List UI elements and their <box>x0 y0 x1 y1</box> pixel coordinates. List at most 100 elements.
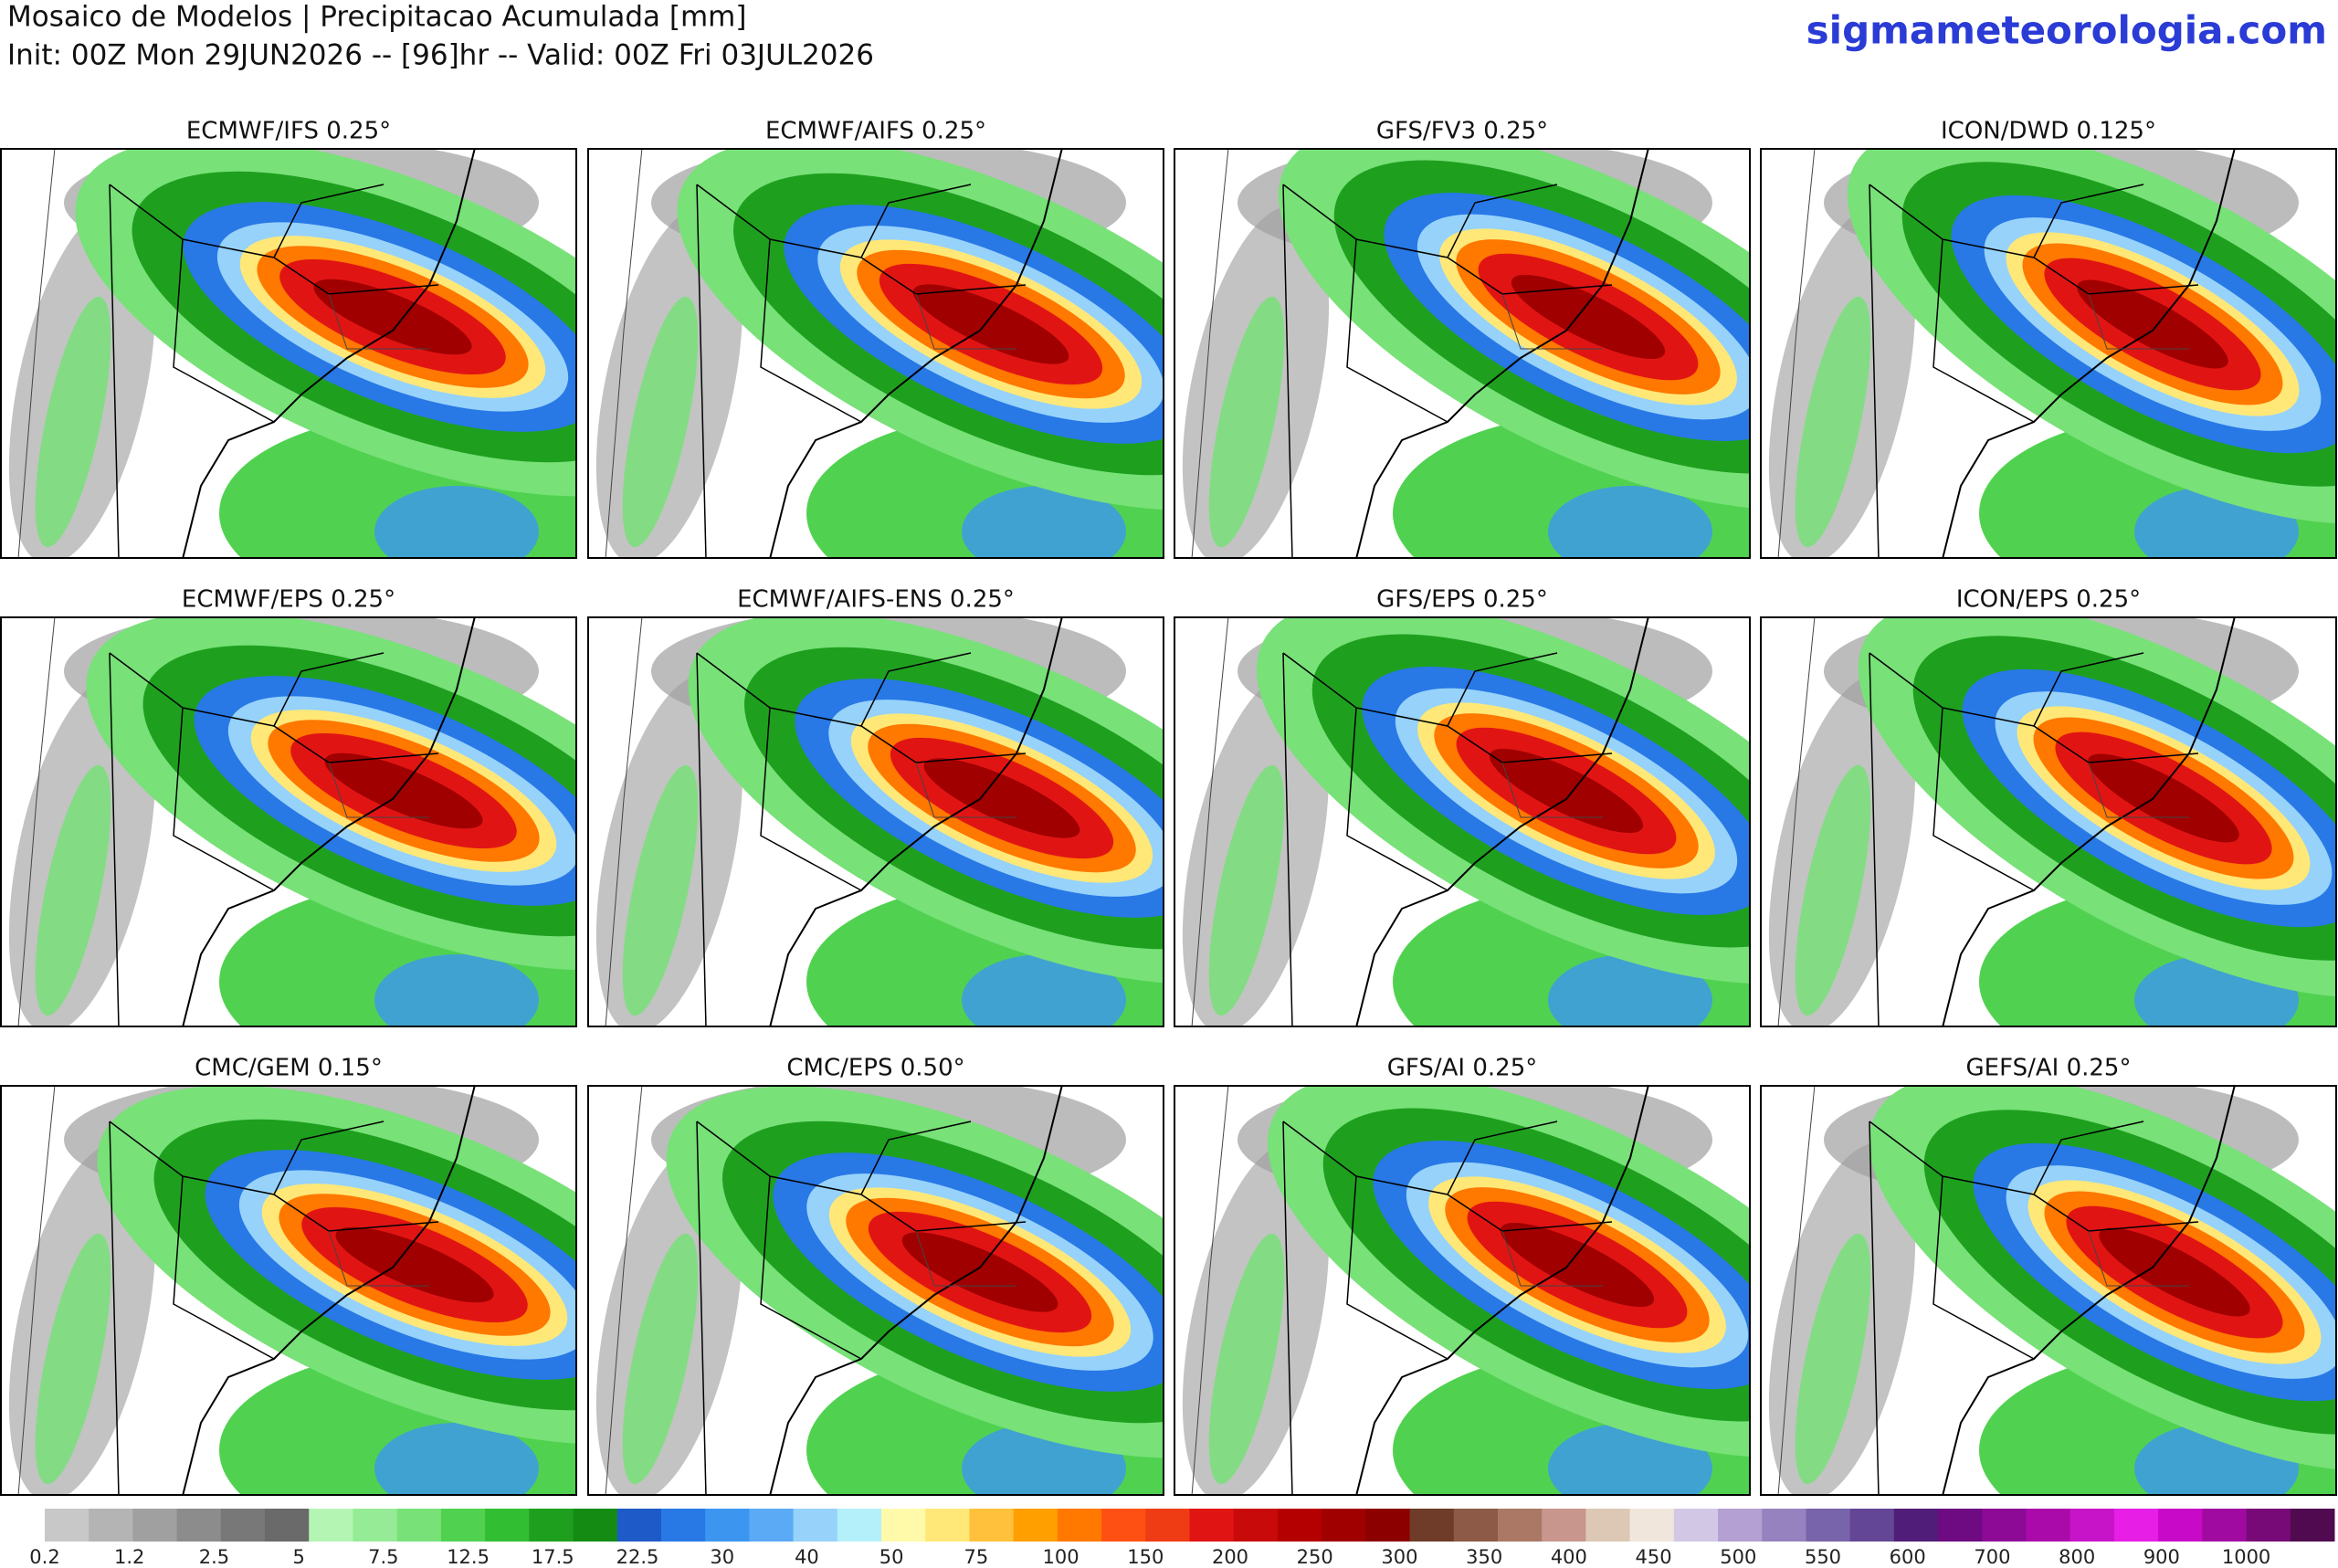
border <box>17 616 429 1027</box>
colorbar-label: 800 <box>2059 1546 2095 1568</box>
coastline <box>1942 148 2236 559</box>
panel-title: ECMWF/IFS 0.25° <box>186 118 391 145</box>
colorbar-swatch <box>2246 1509 2291 1542</box>
colorbar-swatch <box>309 1509 353 1542</box>
precip-band <box>2088 753 2239 843</box>
colorbar-label: 2.5 <box>199 1546 229 1568</box>
border <box>1282 184 1613 559</box>
colorbar-swatch <box>837 1509 882 1542</box>
colorbar-swatch <box>1189 1509 1235 1542</box>
map-panel <box>587 148 1164 559</box>
colorbar-swatch <box>573 1509 618 1542</box>
page-title: Mosaico de Modelos | Precipitacao Acumul… <box>7 1 746 34</box>
coastline <box>769 148 1063 559</box>
precip-area <box>35 764 111 1016</box>
colorbar-label: 550 <box>1805 1546 1841 1568</box>
colorbar-swatch <box>705 1509 750 1542</box>
colorbar-swatch <box>1585 1509 1631 1542</box>
border <box>696 652 1027 1027</box>
colorbar-label: 30 <box>710 1546 734 1568</box>
colorbar-swatch <box>1409 1509 1455 1542</box>
coastline <box>1942 616 2236 1027</box>
precip-band <box>2077 279 2228 369</box>
coastline <box>182 1085 476 1496</box>
precip-area <box>622 1233 699 1485</box>
coastline <box>1942 1085 2236 1496</box>
colorbar-swatch <box>529 1509 574 1542</box>
precip-band <box>1489 748 1644 834</box>
panel-frame <box>1174 148 1751 559</box>
panel-frame <box>587 1085 1164 1496</box>
colorbar-label: 1.2 <box>114 1546 144 1568</box>
colorbar-swatch <box>1057 1509 1102 1542</box>
colorbar-swatch <box>89 1509 133 1542</box>
panel-title: GFS/AI 0.25° <box>1387 1055 1538 1082</box>
precip-area <box>962 954 1126 1027</box>
precip-area <box>622 296 699 548</box>
map-panel <box>587 1085 1164 1496</box>
colorbar-swatch <box>1145 1509 1190 1542</box>
border <box>17 1085 429 1496</box>
colorbar-label: 17.5 <box>532 1546 574 1568</box>
colorbar-label: 75 <box>964 1546 988 1568</box>
colorbar-swatch <box>969 1509 1015 1542</box>
colorbar-swatch <box>265 1509 310 1542</box>
colorbar-swatch <box>660 1509 706 1542</box>
panel-frame <box>1760 148 2337 559</box>
precip-band <box>324 752 483 829</box>
colorbar-label: 200 <box>1212 1546 1248 1568</box>
colorbar-swatch <box>1322 1509 1366 1542</box>
panel-frame <box>0 616 577 1027</box>
precip-band <box>1500 1222 1655 1308</box>
colorbar-swatch <box>1101 1509 1146 1542</box>
map-panel <box>1760 616 2337 1027</box>
precip-area <box>1795 1233 1871 1485</box>
site-link[interactable]: sigmameteorologia.com <box>1806 8 2327 53</box>
panel-title: GFS/EPS 0.25° <box>1376 586 1548 614</box>
colorbar-label: 450 <box>1636 1546 1672 1568</box>
coastline <box>1355 148 1649 559</box>
coastline <box>1355 1085 1649 1496</box>
map-panel <box>1760 148 2337 559</box>
colorbar-label: 150 <box>1127 1546 1164 1568</box>
precip-band <box>912 284 1069 364</box>
colorbar-label: 500 <box>1720 1546 1756 1568</box>
border <box>1777 148 2189 559</box>
panel-title: ECMWF/AIFS 0.25° <box>765 118 986 145</box>
colorbar-swatch <box>2202 1509 2248 1542</box>
precip-area <box>622 764 699 1016</box>
panel-title: ECMWF/EPS 0.25° <box>182 586 395 614</box>
colorbar-label: 400 <box>1551 1546 1587 1568</box>
colorbar-swatch <box>1542 1509 1586 1542</box>
precip-area <box>1208 764 1285 1016</box>
border <box>696 1121 1027 1496</box>
colorbar-swatch <box>1497 1509 1543 1542</box>
border <box>605 1085 1016 1496</box>
border <box>696 184 1027 559</box>
colorbar-swatch <box>1629 1509 1675 1542</box>
colorbar-swatch <box>1938 1509 1983 1542</box>
border <box>1869 1121 2199 1496</box>
colorbar-label: 250 <box>1297 1546 1333 1568</box>
colorbar-swatch <box>2158 1509 2203 1542</box>
colorbar-swatch <box>925 1509 970 1542</box>
border <box>1777 1085 2189 1496</box>
colorbar-label: 5 <box>292 1546 304 1568</box>
border <box>109 1121 439 1496</box>
colorbar-swatch <box>1849 1509 1895 1542</box>
map-panel <box>0 1085 577 1496</box>
panel-title: GFS/FV3 0.25° <box>1376 118 1548 145</box>
border <box>1777 616 2189 1027</box>
panel-title: CMC/EPS 0.50° <box>786 1055 964 1082</box>
colorbar-swatch <box>485 1509 530 1542</box>
colorbar-swatch <box>1893 1509 1939 1542</box>
map-panel <box>0 616 577 1027</box>
colorbar-label: 0.2 <box>29 1546 59 1568</box>
map-panel <box>1174 1085 1751 1496</box>
map-panel <box>1174 148 1751 559</box>
panel-title: GEFS/AI 0.25° <box>1966 1055 2132 1082</box>
precip-area <box>1795 296 1871 548</box>
border <box>1191 1085 1603 1496</box>
precip-area <box>374 954 539 1027</box>
colorbar-swatch <box>1013 1509 1058 1542</box>
